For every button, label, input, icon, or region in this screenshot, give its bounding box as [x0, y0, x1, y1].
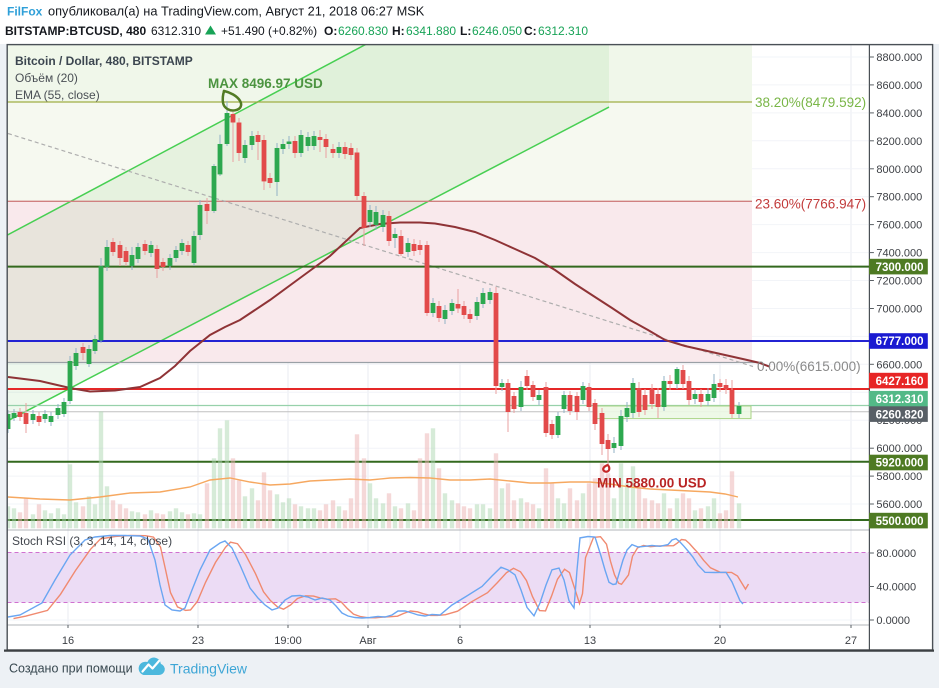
svg-text:23.60%(7766.947): 23.60%(7766.947) [755, 197, 866, 212]
svg-text:0.00%(6615.000): 0.00%(6615.000) [757, 359, 861, 374]
svg-text:8600.000: 8600.000 [876, 80, 922, 92]
svg-text:20: 20 [714, 635, 726, 647]
svg-text:6777.000: 6777.000 [876, 336, 924, 348]
svg-text:6312.310: 6312.310 [876, 394, 924, 406]
svg-text:7400.000: 7400.000 [876, 248, 922, 260]
svg-text:Bitcoin / Dollar, 480, BITSTAM: Bitcoin / Dollar, 480, BITSTAMP [15, 54, 193, 68]
svg-text:6341.880: 6341.880 [406, 24, 456, 38]
svg-text:7600.000: 7600.000 [876, 220, 922, 232]
svg-text:40.0000: 40.0000 [876, 582, 916, 594]
svg-text:H:: H: [392, 24, 405, 38]
svg-text:16: 16 [62, 635, 74, 647]
svg-text:+51.490 (+0.82%): +51.490 (+0.82%) [221, 24, 317, 38]
svg-text:6: 6 [457, 635, 463, 647]
svg-text:7800.000: 7800.000 [876, 192, 922, 204]
svg-text:38.20%(8479.592): 38.20%(8479.592) [755, 95, 866, 110]
svg-text:C:: C: [524, 24, 537, 38]
svg-text:13: 13 [584, 635, 596, 647]
svg-text:FilFox: FilFox [7, 5, 43, 19]
svg-text:5800.000: 5800.000 [876, 471, 922, 483]
svg-text:6000.000: 6000.000 [876, 443, 922, 455]
svg-text:7200.000: 7200.000 [876, 276, 922, 288]
svg-text:6312.310: 6312.310 [151, 24, 201, 38]
svg-text:Создано при помощи: Создано при помощи [9, 662, 133, 676]
svg-text:6427.160: 6427.160 [876, 376, 924, 388]
svg-text:8200.000: 8200.000 [876, 136, 922, 148]
svg-text:8000.000: 8000.000 [876, 164, 922, 176]
svg-text:8800.000: 8800.000 [876, 52, 922, 64]
svg-text:27: 27 [845, 635, 857, 647]
svg-text:TradingView: TradingView [170, 661, 248, 677]
svg-text:Авг: Авг [359, 635, 376, 647]
svg-text:6312.310: 6312.310 [538, 24, 588, 38]
svg-text:0.0000: 0.0000 [876, 615, 910, 627]
svg-text:5500.000: 5500.000 [876, 516, 924, 528]
svg-text:80.0000: 80.0000 [876, 548, 916, 560]
svg-text:8400.000: 8400.000 [876, 108, 922, 120]
svg-text:EMA (55, close): EMA (55, close) [15, 88, 100, 102]
svg-text:6260.820: 6260.820 [876, 409, 924, 421]
svg-text:6246.050: 6246.050 [472, 24, 522, 38]
svg-text:MAX 8496.97 USD: MAX 8496.97 USD [208, 76, 323, 91]
svg-text:O:: O: [324, 24, 337, 38]
svg-text:MIN 5880.00 USD: MIN 5880.00 USD [597, 476, 707, 491]
svg-text:5600.000: 5600.000 [876, 499, 922, 511]
svg-text:23: 23 [192, 635, 204, 647]
svg-text:5920.000: 5920.000 [876, 458, 924, 470]
svg-text:6600.000: 6600.000 [876, 359, 922, 371]
svg-text:Stoch RSI (3, 3, 14, 14, close: Stoch RSI (3, 3, 14, 14, close) [12, 534, 172, 548]
svg-text:Объём (20): Объём (20) [15, 71, 78, 85]
svg-text:BITSTAMP:BTCUSD, 480: BITSTAMP:BTCUSD, 480 [5, 24, 146, 38]
svg-text:7000.000: 7000.000 [876, 304, 922, 316]
svg-text:19:00: 19:00 [274, 635, 302, 647]
svg-text:7300.000: 7300.000 [876, 262, 924, 274]
svg-text:L:: L: [460, 24, 471, 38]
svg-text:опубликовал(а) на TradingView.: опубликовал(а) на TradingView.com, Авгус… [48, 4, 425, 19]
svg-text:6260.830: 6260.830 [338, 24, 388, 38]
